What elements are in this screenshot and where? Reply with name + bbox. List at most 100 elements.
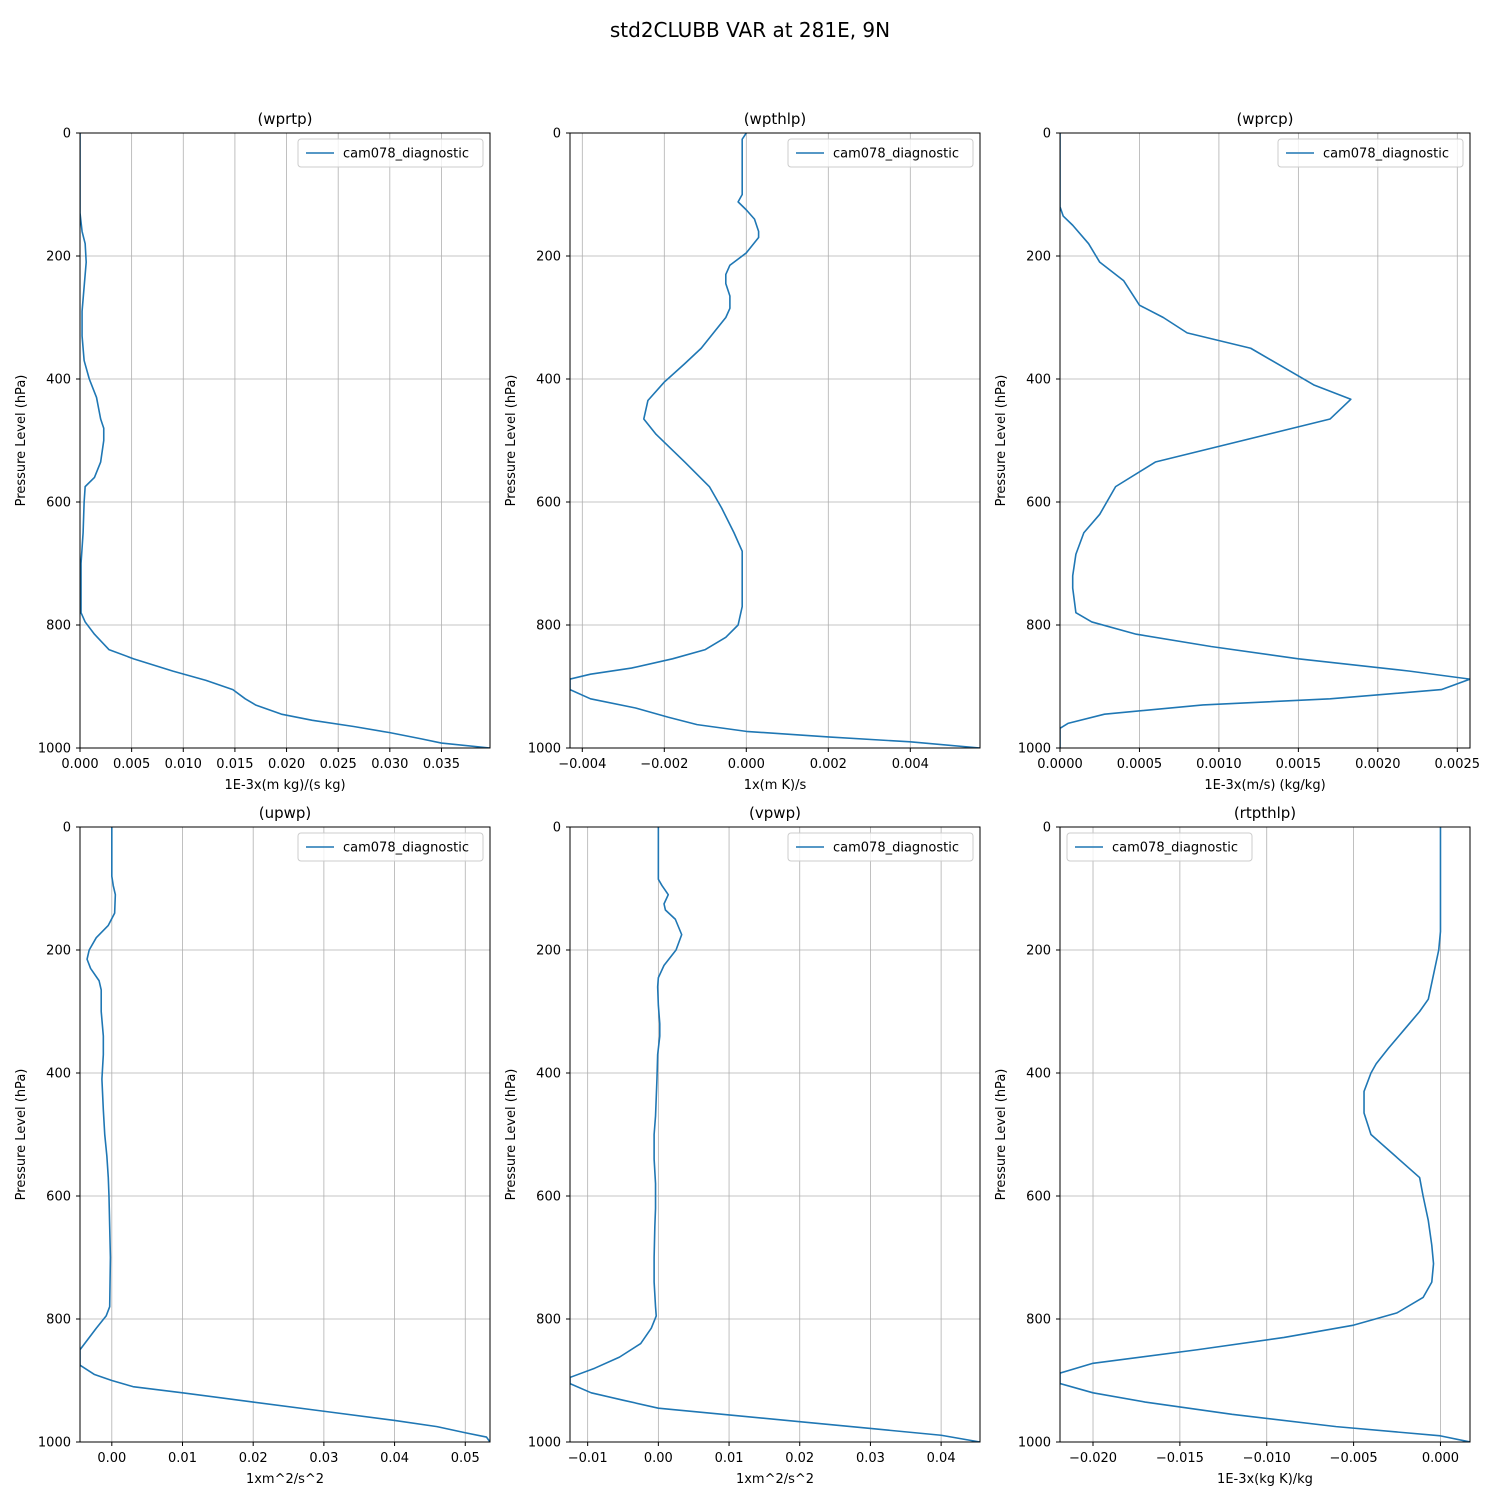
y-tick-label: 600 [46,496,71,511]
x-tick-label: 0.04 [927,1451,956,1466]
x-tick-label: 0.015 [216,757,253,772]
subplot-5: −0.01 0.00 0.01 0.02 0.03 0.04 0 200 400 600 800 10… [504,804,981,1487]
x-tick-label: 0.000 [1422,1451,1459,1466]
axes-frame [569,132,981,749]
y-axis-label: Pressure Level (hPa) [14,1069,29,1201]
x-tick-label: −0.015 [1156,1451,1204,1466]
x-tick-label: 0.01 [715,1451,744,1466]
figure-suptitle: std2CLUBB VAR at 281E, 9N [610,18,890,42]
subplot-1: 0.000 0.005 0.010 0.015 0.020 0.025 0.030 0.035… [14,110,491,793]
y-tick-label: 1000 [38,1436,71,1451]
subplot-6: −0.020 −0.015 −0.010 −0.005 0.000 0 200 400 600 8… [994,804,1471,1487]
x-tick-label: 0.005 [113,757,150,772]
legend: cam078_diagnostic [1277,138,1464,168]
subplot-title: (rtpthlp) [1234,804,1296,822]
y-tick-label: 1000 [1018,742,1051,757]
legend-box [1277,138,1464,168]
subplot-3: 0.0000 0.0005 0.0010 0.0015 0.0020 0.0025 0 200… [994,110,1480,793]
y-tick-label: 1000 [38,742,71,757]
legend-box [297,832,484,862]
legend-label: cam078_diagnostic [343,841,469,856]
y-tick-label: 800 [1026,619,1051,634]
y-axis-label: Pressure Level (hPa) [14,375,29,507]
y-tick-label: 200 [1026,250,1051,265]
legend-label: cam078_diagnostic [833,841,959,856]
x-tick-label: 0.03 [856,1451,885,1466]
subplot-2: −0.004 −0.002 0.000 0.002 0.004 0 200 400 600 800… [504,110,981,793]
legend-label: cam078_diagnostic [1323,147,1449,162]
subplot-title: (wprtp) [257,110,312,128]
y-tick-label: 800 [536,619,561,634]
x-tick-label: 0.0000 [1037,757,1083,772]
legend-box [297,138,484,168]
x-tick-label: 0.01 [168,1451,197,1466]
x-tick-label: 0.0025 [1435,757,1481,772]
x-tick-label: 0.0015 [1276,757,1322,772]
y-axis-label: Pressure Level (hPa) [994,375,1009,507]
y-tick-label: 600 [536,1190,561,1205]
axes-frame [1059,826,1471,1443]
axes-frame [1059,132,1471,749]
y-tick-label: 0 [553,821,561,836]
y-tick-label: 0 [1043,127,1051,142]
subplot-4: 0.00 0.01 0.02 0.03 0.04 0.05 0 200 400 600 800 100… [14,804,491,1487]
y-tick-label: 600 [1026,496,1051,511]
y-axis-label: Pressure Level (hPa) [504,375,519,507]
x-tick-label: −0.020 [1069,1451,1117,1466]
legend: cam078_diagnostic [297,832,484,862]
x-axis-label: 1xm^2/s^2 [246,1472,324,1487]
y-tick-label: 200 [536,944,561,959]
y-tick-label: 800 [46,1313,71,1328]
legend-label: cam078_diagnostic [833,147,959,162]
x-tick-label: 0.004 [892,757,929,772]
x-tick-label: 0.010 [165,757,202,772]
y-tick-label: 600 [46,1190,71,1205]
x-tick-label: 0.0010 [1196,757,1242,772]
x-tick-label: 0.03 [309,1451,338,1466]
y-tick-label: 0 [1043,821,1051,836]
x-tick-label: 0.000 [61,757,98,772]
series-line-1 [80,133,490,748]
axes-frame [79,132,491,749]
y-tick-label: 400 [1026,1067,1051,1082]
y-axis-label: Pressure Level (hPa) [994,1069,1009,1201]
y-axis-label: Pressure Level (hPa) [504,1069,519,1201]
x-tick-label: 0.0005 [1117,757,1163,772]
x-tick-label: 0.020 [268,757,305,772]
legend-label: cam078_diagnostic [343,147,469,162]
x-tick-label: −0.005 [1330,1451,1378,1466]
x-axis-label: 1E-3x(m/s) (kg/kg) [1204,778,1325,793]
x-axis-label: 1x(m K)/s [744,778,807,793]
x-tick-label: 0.0020 [1355,757,1401,772]
y-tick-label: 1000 [1018,1436,1051,1451]
subplot-grid: 0.000 0.005 0.010 0.015 0.020 0.025 0.030 0.035… [14,110,1480,1487]
x-tick-label: 0.00 [644,1451,673,1466]
x-tick-label: 0.030 [371,757,408,772]
y-tick-label: 600 [536,496,561,511]
x-tick-label: 0.002 [810,757,847,772]
x-tick-label: 0.02 [239,1451,268,1466]
series-line-1 [1060,133,1470,748]
series-line-1 [1060,827,1470,1442]
legend-label: cam078_diagnostic [1112,841,1238,856]
subplot-title: (upwp) [259,804,312,822]
y-tick-label: 200 [536,250,561,265]
x-axis-label: 1E-3x(kg K)/kg [1217,1472,1313,1487]
y-tick-label: 600 [1026,1190,1051,1205]
x-tick-label: 0.000 [728,757,765,772]
y-tick-label: 400 [536,373,561,388]
legend: cam078_diagnostic [1066,832,1253,862]
x-tick-label: −0.004 [558,757,606,772]
x-tick-label: 0.02 [785,1451,814,1466]
subplot-title: (vpwp) [749,804,801,822]
x-axis-label: 1E-3x(m kg)/(s kg) [224,778,345,793]
y-tick-label: 0 [553,127,561,142]
x-tick-label: −0.002 [640,757,688,772]
x-tick-label: 0.05 [451,1451,480,1466]
series-line-1 [80,827,490,1442]
legend-box [787,832,974,862]
subplot-title: (wprcp) [1236,110,1293,128]
y-tick-label: 400 [46,373,71,388]
